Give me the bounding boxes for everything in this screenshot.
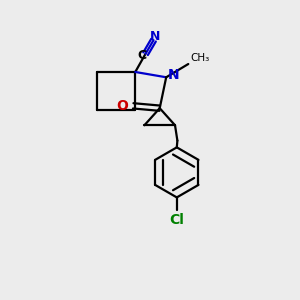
Text: N: N	[168, 68, 179, 82]
Text: CH₃: CH₃	[190, 52, 210, 62]
Text: N: N	[150, 30, 160, 43]
Text: O: O	[116, 99, 128, 113]
Text: Cl: Cl	[169, 213, 184, 227]
Text: C: C	[137, 49, 147, 62]
